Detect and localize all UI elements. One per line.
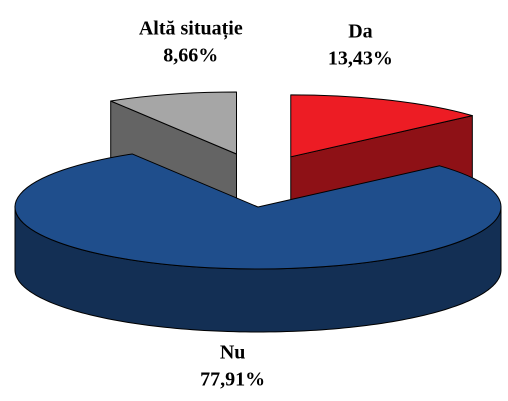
slice	[14, 153, 502, 270]
slice-value-label: 77,91%	[200, 369, 265, 391]
slice	[110, 91, 238, 155]
slice-label: Nu	[220, 342, 246, 364]
slice-value-label: 8,66%	[163, 45, 218, 67]
slice	[290, 94, 473, 158]
slice-value-label: 13,43%	[328, 47, 393, 69]
slice-label: Da	[348, 20, 372, 42]
slice-label: Altă situație	[139, 18, 243, 41]
